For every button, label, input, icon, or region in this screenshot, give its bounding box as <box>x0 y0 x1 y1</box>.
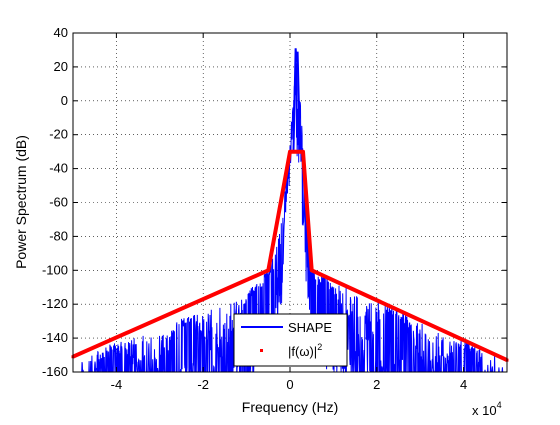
legend-box <box>233 313 348 367</box>
x-axis-label: Frequency (Hz) <box>242 399 338 415</box>
y-tick-label: 20 <box>54 59 68 74</box>
y-tick-label: -100 <box>42 262 68 277</box>
legend: SHAPE |f(ω)|2 <box>233 313 348 367</box>
y-tick-label: 40 <box>54 25 68 40</box>
legend-label-f-omega-base: |f(ω)| <box>288 344 317 359</box>
f-omega-series-line <box>72 149 508 362</box>
y-tick-label: -120 <box>42 296 68 311</box>
x-tick-label: 4 <box>460 377 467 392</box>
shape-series-peak <box>292 48 301 152</box>
y-axis-label: Power Spectrum (dB) <box>13 135 29 269</box>
x-axis-multiplier-base: x 10 <box>472 403 497 418</box>
x-tick-label: -2 <box>197 377 209 392</box>
f-omega-point <box>301 150 305 154</box>
x-tick-label: -4 <box>111 377 123 392</box>
legend-label-shape: SHAPE <box>288 320 332 335</box>
f-omega-point <box>288 150 292 154</box>
x-axis-multiplier: x 104 <box>472 400 502 418</box>
y-tick-label: -160 <box>42 364 68 379</box>
legend-label-f-omega: |f(ω)|2 <box>288 342 322 359</box>
x-tick-label: 2 <box>373 377 380 392</box>
f-omega-point <box>310 268 314 272</box>
y-tick-label: -60 <box>49 195 68 210</box>
y-tick-label: 0 <box>61 93 68 108</box>
y-tick-label: -80 <box>49 228 68 243</box>
y-tick-label: -40 <box>49 161 68 176</box>
f-omega-point <box>266 268 270 272</box>
x-axis-multiplier-exponent: 4 <box>497 400 502 410</box>
y-tick-label: -140 <box>42 330 68 345</box>
x-tick-label: 0 <box>286 377 293 392</box>
y-tick-label: -20 <box>49 127 68 142</box>
legend-label-f-omega-superscript: 2 <box>317 342 322 352</box>
legend-swatch-f-omega <box>260 349 263 352</box>
